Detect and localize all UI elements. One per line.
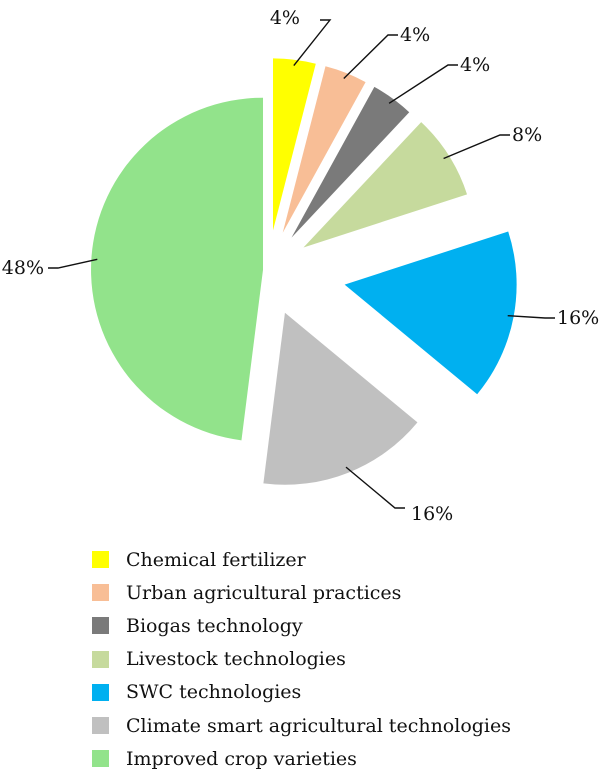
leader-line (48, 258, 98, 269)
data-label: 4% (460, 54, 490, 76)
pie-slice-climate-smart-agricultural-technologies (263, 312, 418, 485)
leader-line (443, 134, 510, 160)
data-label: 16% (411, 503, 453, 525)
pie-slice-improved-crop-varieties (91, 97, 264, 441)
pie-slice-biogas-technology (291, 86, 410, 238)
legend-swatch (92, 750, 109, 768)
leader-line (507, 315, 555, 319)
leader-line (343, 34, 398, 79)
pie-slice-urban-agricultural-practices (282, 66, 366, 233)
legend-label: Climate smart agricultural technologies (126, 714, 511, 737)
legend-swatch (92, 584, 109, 602)
leader-lines (48, 19, 555, 509)
pie-slice-chemical-fertilizer (273, 58, 316, 231)
legend-item: Urban agricultural practices (92, 576, 511, 609)
legend-label: Urban agricultural practices (126, 581, 402, 604)
legend-swatch (92, 650, 109, 668)
legend-label: Livestock technologies (126, 648, 346, 671)
legend-item: Biogas technology (92, 609, 511, 642)
legend-label: Improved crop varieties (126, 747, 357, 770)
legend-swatch (92, 551, 109, 569)
leader-line (345, 466, 405, 509)
legend-label: SWC technologies (126, 681, 302, 704)
legend-item: Chemical fertilizer (92, 543, 511, 576)
leader-line (388, 64, 458, 104)
data-label: 4% (400, 24, 430, 46)
data-label: 8% (512, 124, 542, 146)
legend-swatch (92, 717, 109, 735)
pie-slices (91, 58, 517, 485)
legend-label: Chemical fertilizer (126, 548, 306, 571)
pie-slice-livestock-technologies (303, 122, 468, 248)
data-label: 4% (270, 7, 300, 29)
legend-swatch (92, 683, 109, 701)
legend-item: SWC technologies (92, 676, 511, 709)
chart-legend: Chemical fertilizer Urban agricultural pr… (92, 543, 511, 775)
legend-item: Improved crop varieties (92, 742, 511, 775)
legend-item: Livestock technologies (92, 643, 511, 676)
leader-line (293, 19, 332, 67)
legend-item: Climate smart agricultural technologies (92, 709, 511, 742)
legend-swatch (92, 617, 109, 635)
pie-slice-swc-technologies (344, 231, 517, 395)
legend-label: Biogas technology (126, 614, 303, 637)
data-label: 48% (2, 257, 44, 279)
data-label: 16% (557, 307, 599, 329)
pie-data-labels: 4% 4% 4% 8% 16% 16% 48% (2, 7, 599, 525)
